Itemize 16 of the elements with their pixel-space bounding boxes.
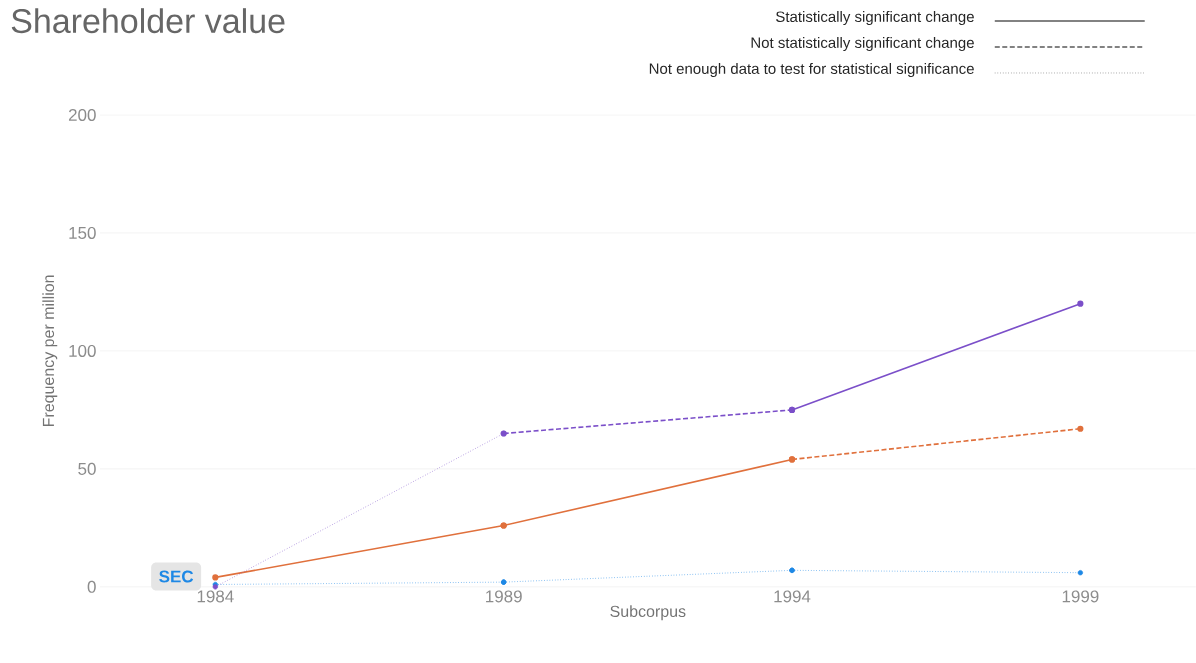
y-tick-label: 200 xyxy=(68,109,96,122)
text: Statistically significant change xyxy=(776,11,974,26)
y-tick-label: 0 xyxy=(87,580,96,593)
x-axis-title: Subcorpus xyxy=(610,605,686,621)
y-tick-label: 50 xyxy=(78,462,96,475)
x-tick-label: 1999 xyxy=(1062,590,1099,603)
y-axis-title: Frequency per million xyxy=(42,275,58,427)
y-tick-label: 100 xyxy=(69,344,96,358)
x-tick-label: 1994 xyxy=(774,590,811,603)
text: Not statistically significant change xyxy=(751,37,974,52)
chart-title: Shareholder value xyxy=(11,8,285,34)
x-tick-label: 1984 xyxy=(197,590,234,603)
x-tick-label: 1989 xyxy=(486,590,522,603)
series-label: SEC xyxy=(159,570,194,583)
text: Not enough data to test for statistical significance xyxy=(649,63,974,78)
y-tick-label: 150 xyxy=(69,226,96,240)
